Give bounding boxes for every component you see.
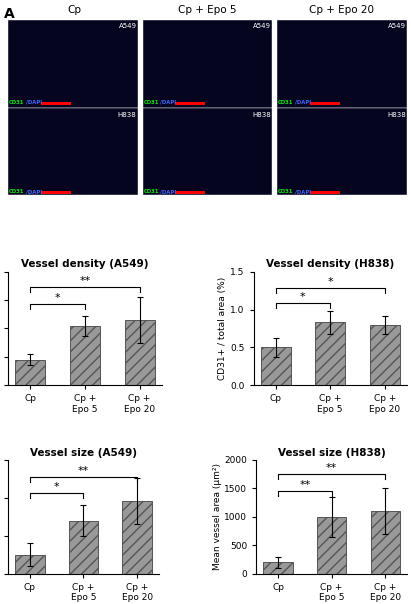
Title: Vessel density (H838): Vessel density (H838) — [266, 259, 394, 269]
Bar — [8, 20, 138, 108]
Text: A: A — [4, 7, 15, 21]
Bar — [261, 347, 291, 385]
Text: /DAPI: /DAPI — [160, 100, 176, 105]
Bar — [175, 101, 205, 105]
Text: **: ** — [78, 466, 89, 477]
Title: Vessel density (A549): Vessel density (A549) — [21, 259, 149, 269]
Bar — [8, 108, 138, 195]
Text: CD31: CD31 — [278, 189, 293, 194]
Text: **: ** — [326, 463, 337, 473]
Text: /DAPI: /DAPI — [295, 189, 311, 194]
Bar — [370, 325, 400, 385]
Text: CD31: CD31 — [9, 100, 25, 105]
Text: A549: A549 — [119, 22, 136, 28]
Text: /DAPI: /DAPI — [160, 189, 176, 194]
Text: A549: A549 — [388, 22, 406, 28]
Bar — [15, 555, 44, 574]
Text: Cp + Epo 5: Cp + Epo 5 — [178, 5, 237, 14]
Text: **: ** — [299, 480, 310, 490]
Bar — [371, 511, 400, 574]
Y-axis label: Mean vessel area (μm²): Mean vessel area (μm²) — [212, 463, 222, 570]
Text: CD31: CD31 — [9, 189, 25, 194]
Text: Cp + Epo 20: Cp + Epo 20 — [309, 5, 374, 14]
Bar — [317, 517, 346, 574]
Bar — [277, 108, 407, 195]
Bar — [263, 562, 293, 574]
Text: /DAPI: /DAPI — [26, 100, 42, 105]
Text: H838: H838 — [387, 112, 406, 118]
Text: **: ** — [79, 276, 90, 286]
Bar — [122, 501, 152, 574]
Text: CD31: CD31 — [278, 100, 293, 105]
Bar — [41, 101, 71, 105]
Text: *: * — [328, 277, 333, 287]
Text: A549: A549 — [253, 22, 271, 28]
Bar — [315, 323, 345, 385]
Bar — [69, 521, 98, 574]
Bar — [310, 191, 340, 194]
Title: Vessel size (A549): Vessel size (A549) — [30, 448, 137, 458]
Bar — [175, 191, 205, 194]
Bar — [15, 360, 45, 385]
Bar — [143, 20, 272, 108]
Bar — [310, 101, 340, 105]
Text: /DAPI: /DAPI — [295, 100, 311, 105]
Y-axis label: CD31+ / total area (%): CD31+ / total area (%) — [218, 277, 227, 380]
Text: *: * — [54, 482, 60, 492]
Text: *: * — [300, 292, 306, 303]
Text: *: * — [55, 293, 60, 303]
Text: Cp: Cp — [67, 5, 81, 14]
Text: CD31: CD31 — [143, 189, 159, 194]
Bar — [70, 326, 100, 385]
Bar — [277, 20, 407, 108]
Bar — [143, 108, 272, 195]
Bar — [41, 191, 71, 194]
Text: /DAPI: /DAPI — [26, 189, 42, 194]
Text: H838: H838 — [252, 112, 271, 118]
Text: H838: H838 — [118, 112, 136, 118]
Bar — [125, 320, 155, 385]
Text: CD31: CD31 — [143, 100, 159, 105]
Title: Vessel size (H838): Vessel size (H838) — [278, 448, 386, 458]
